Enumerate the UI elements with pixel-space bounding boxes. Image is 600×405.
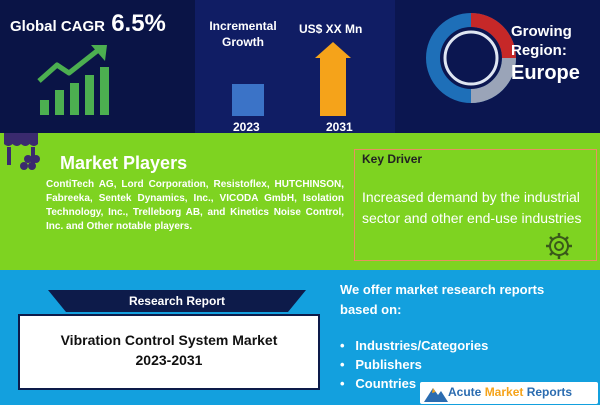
region-line1: Growing: [511, 23, 572, 40]
bottom-band: Research Report Vibration Control System…: [0, 270, 600, 405]
growth-year-start: 2023: [233, 120, 260, 134]
offer-item: • Industries/Categories: [340, 338, 489, 353]
report-title-line1: Vibration Control System Market: [60, 332, 278, 348]
market-stall-icon: [4, 133, 40, 170]
key-driver-box: [354, 149, 597, 261]
growth-chart-icon: [37, 45, 109, 115]
growth-bars-icon: [232, 42, 351, 116]
research-report-tag: Research Report: [128, 294, 226, 308]
key-driver-body: Increased demand by the industrial secto…: [362, 189, 582, 226]
offer-item: • Publishers: [340, 357, 422, 372]
brand-part2: Market: [484, 385, 524, 399]
growth-label-line2: Growth: [222, 35, 264, 49]
brand-part1: Acute: [448, 385, 485, 399]
cagr-value: 6.5%: [111, 10, 166, 37]
growth-value-label: US$ XX Mn: [299, 22, 363, 36]
region-panel: Growing Region: Europe: [395, 0, 600, 133]
brand-logo: Acute Market Reports: [420, 382, 598, 404]
cagr-label: Global CAGR: [10, 18, 106, 35]
gear-icon: [546, 233, 572, 259]
market-players-title: Market Players: [60, 153, 188, 173]
growth-year-end: 2031: [326, 120, 353, 134]
growth-panel: Incremental Growth US$ XX Mn 2023 2031: [195, 0, 395, 134]
region-donut-icon: [426, 13, 516, 103]
logo-mountain-icon: [424, 388, 448, 402]
offer-list: • Industries/Categories • Publishers • C…: [340, 336, 488, 393]
research-report-tag-shape: [48, 290, 306, 312]
brand-part3: Reports: [523, 385, 573, 399]
middle-band: Market Players ContiTech AG, Lord Corpor…: [0, 133, 600, 270]
region-name: Europe: [511, 62, 580, 84]
key-driver-title: Key Driver: [362, 152, 423, 166]
report-title-line2: 2023-2031: [135, 352, 203, 368]
market-players-body: ContiTech AG, Lord Corporation, Resistof…: [46, 179, 344, 232]
offer-intro: We offer market research reports based o…: [340, 282, 545, 317]
region-line2: Region:: [511, 42, 567, 59]
growth-label-line1: Incremental: [209, 19, 277, 33]
cagr-panel: Global CAGR 6.5%: [0, 0, 195, 133]
offer-item: • Countries: [340, 376, 417, 391]
report-title-card: [18, 314, 320, 390]
